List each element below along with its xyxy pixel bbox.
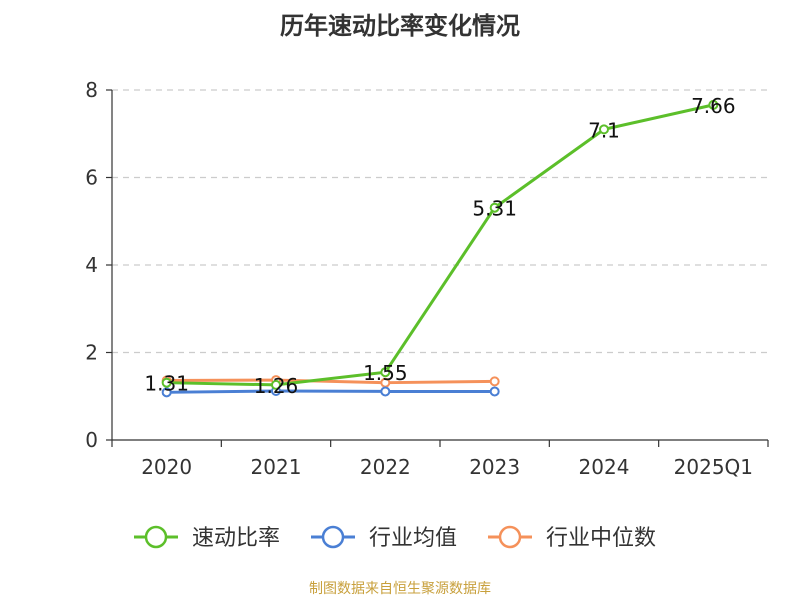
legend-marker [144, 525, 168, 549]
data-point[interactable] [161, 377, 172, 388]
legend-label: 行业中位数 [546, 526, 656, 551]
data-point[interactable] [271, 379, 281, 390]
x-tick-label: 2020 [141, 455, 192, 479]
series-line-1 [166, 389, 495, 394]
y-tick-label: 0 [85, 428, 98, 452]
data-point[interactable] [380, 386, 391, 397]
grid-lines [112, 89, 768, 354]
x-tick-label: 2021 [251, 455, 302, 479]
data-point[interactable] [380, 367, 391, 378]
data-label: 7.1 [588, 118, 620, 142]
series-line-2 [166, 378, 495, 385]
x-tick-label: 2023 [469, 455, 520, 479]
legend[interactable]: 速动比率 行业均值 行业中位数 [134, 525, 656, 551]
x-tick-label: 2025Q1 [674, 455, 753, 479]
data-point[interactable] [599, 124, 609, 135]
legend-label: 速动比率 [192, 526, 280, 551]
series-lines [161, 99, 719, 398]
data-label: 1.26 [254, 374, 299, 398]
chart-title: 历年速动比率变化情况 [280, 12, 520, 40]
data-point[interactable] [489, 202, 500, 213]
data-point[interactable] [708, 99, 719, 110]
data-label: 1.31 [144, 372, 189, 396]
data-label: 7.66 [691, 94, 736, 118]
data-label: 5.31 [472, 197, 517, 221]
x-tick-label: 2024 [579, 455, 630, 479]
legend-item-0[interactable]: 速动比率 [134, 525, 280, 551]
y-tick-label: 8 [85, 78, 98, 102]
legend-item-1[interactable]: 行业均值 [311, 525, 457, 551]
legend-label: 行业均值 [369, 526, 457, 551]
data-point[interactable] [489, 386, 500, 397]
y-tick-label: 2 [85, 341, 98, 365]
data-point[interactable] [489, 376, 500, 387]
y-tick-label: 4 [85, 253, 98, 277]
x-tick-label: 2022 [360, 455, 411, 479]
data-point[interactable] [161, 387, 172, 398]
y-tick-label: 6 [85, 166, 98, 190]
axes: 0 2 4 6 8 2020 2021 2022 2023 2024 2025Q1 [85, 78, 769, 479]
legend-item-2[interactable]: 行业中位数 [488, 525, 656, 551]
legend-marker [321, 525, 345, 549]
data-label: 1.55 [363, 361, 408, 385]
legend-marker [498, 525, 522, 549]
series-line-0 [166, 103, 714, 387]
data-labels: 1.31 1.26 1.55 5.31 7.1 7.66 [144, 94, 735, 398]
source-note: 制图数据来自恒生聚源数据库 [309, 581, 491, 597]
